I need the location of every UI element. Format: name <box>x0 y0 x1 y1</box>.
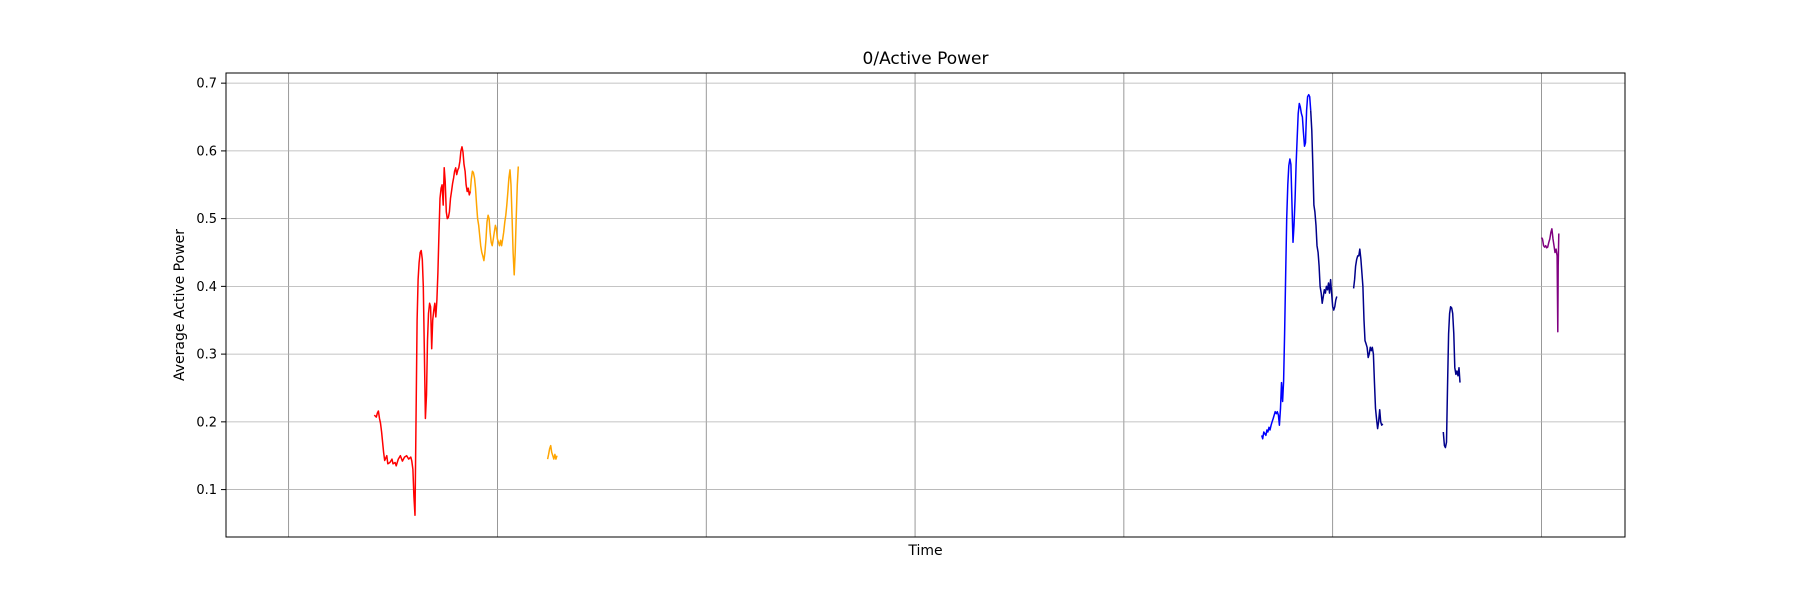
y-tick-label: 0.5 <box>196 212 217 227</box>
y-tick-label: 0.1 <box>196 483 217 498</box>
y-tick-label: 0.6 <box>196 144 217 159</box>
series-line-3 <box>546 444 558 460</box>
y-axis-label: Average Active Power <box>172 229 188 381</box>
y-tick-label: 0.4 <box>196 280 217 295</box>
y-axis: 0.1 0.2 0.3 0.4 0.5 0.6 0.7 <box>196 77 226 498</box>
series-line-4 <box>1260 93 1312 440</box>
grid <box>226 73 1625 537</box>
plot-frame <box>225 72 1626 538</box>
x-axis-label: Time <box>907 543 942 559</box>
series-line-7 <box>1442 305 1461 449</box>
series-line-2 <box>469 166 520 276</box>
series-line-1 <box>373 146 472 517</box>
chart-title: 0/Active Power <box>863 49 989 69</box>
series-line-8 <box>1540 228 1560 333</box>
series-line-6 <box>1352 248 1384 430</box>
series-line-5 <box>1309 110 1338 311</box>
y-tick-label: 0.7 <box>196 77 217 92</box>
series-group <box>373 93 1560 517</box>
y-tick-label: 0.2 <box>196 415 217 430</box>
y-tick-label: 0.3 <box>196 348 217 363</box>
